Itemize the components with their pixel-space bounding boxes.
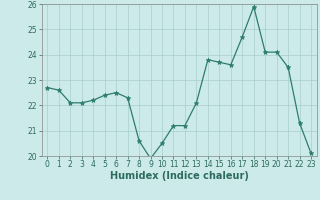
X-axis label: Humidex (Indice chaleur): Humidex (Indice chaleur) — [110, 171, 249, 181]
